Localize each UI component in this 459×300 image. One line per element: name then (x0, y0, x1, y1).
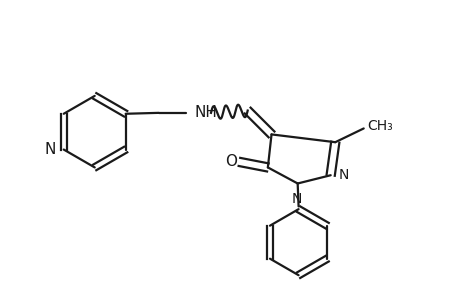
Text: N: N (291, 192, 301, 206)
Text: NH: NH (194, 105, 217, 120)
Text: O: O (224, 154, 237, 169)
Text: N: N (338, 168, 348, 182)
Text: N: N (44, 142, 56, 157)
Text: CH₃: CH₃ (367, 119, 392, 133)
